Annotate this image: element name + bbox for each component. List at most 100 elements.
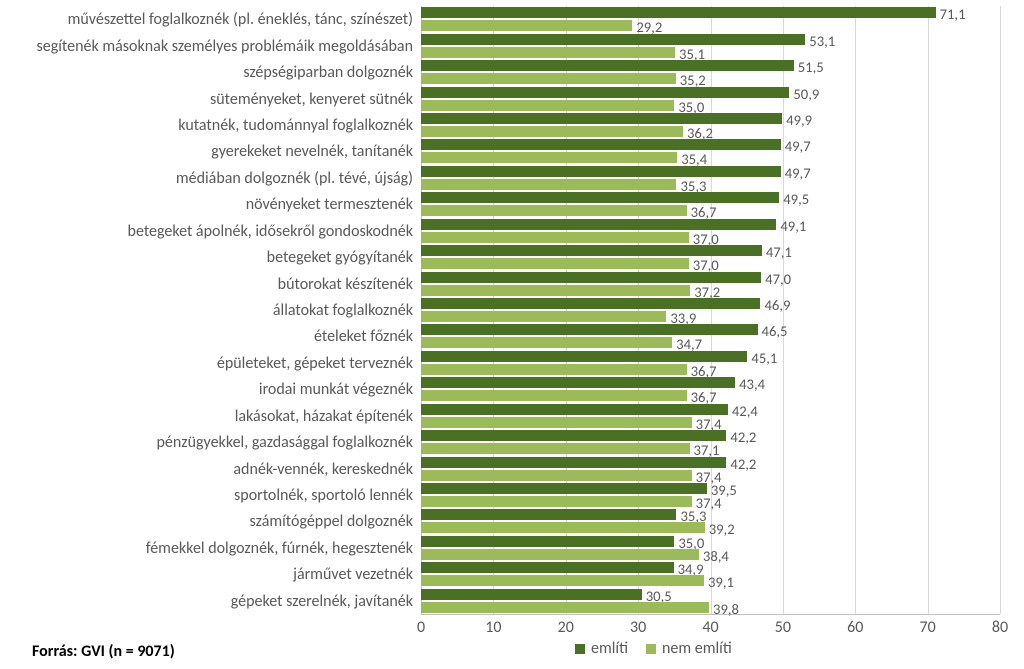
gridline	[928, 6, 929, 614]
gridline	[855, 6, 856, 614]
bar-value-label: 39,8	[713, 600, 739, 618]
category-label: betegeket ápolnék, idősekről gondoskodné…	[128, 222, 413, 241]
x-tick-label: 80	[992, 618, 1008, 637]
bar-mentions	[421, 298, 760, 309]
bar-mentions	[421, 509, 676, 520]
bar-mentions	[421, 113, 782, 124]
category-label: gyerekeket nevelnék, tanítanék	[211, 142, 413, 161]
bar-value-label: 38,4	[703, 547, 729, 565]
category-label: bútorokat készítenék	[278, 275, 413, 294]
bar-value-label: 46,5	[762, 322, 788, 340]
bar-not-mentions	[421, 417, 692, 428]
bar-mentions	[421, 483, 707, 494]
category-label: épületeket, gépeket terveznék	[217, 354, 413, 373]
bar-mentions	[421, 139, 781, 150]
bar-mentions	[421, 430, 726, 441]
bar-value-label: 50,9	[793, 85, 819, 103]
bar-not-mentions	[421, 575, 704, 586]
bar-not-mentions	[421, 73, 676, 84]
bar-not-mentions	[421, 549, 699, 560]
grouped-horizontal-bar-chart: 01020304050607080művészettel foglalkozné…	[0, 0, 1024, 669]
bar-value-label: 49,1	[780, 217, 806, 235]
category-label: segítenék másoknak személyes problémáik …	[37, 37, 414, 56]
category-label: művészettel foglalkoznék (pl. éneklés, t…	[68, 10, 413, 29]
category-label: járművet vezetnék	[293, 565, 413, 584]
category-label: szépségiparban dolgoznék	[243, 63, 413, 82]
legend: említi nem említi	[575, 639, 732, 658]
x-tick-label: 70	[920, 618, 936, 637]
x-axis-line	[421, 614, 1000, 615]
category-label: állatokat foglalkoznék	[273, 301, 413, 320]
bar-not-mentions	[421, 311, 666, 322]
bar-mentions	[421, 34, 805, 45]
bar-not-mentions	[421, 470, 692, 481]
bar-value-label: 49,7	[785, 164, 811, 182]
x-tick-label: 10	[485, 618, 501, 637]
bar-mentions	[421, 324, 758, 335]
bar-not-mentions	[421, 285, 690, 296]
bar-value-label: 47,1	[766, 243, 792, 261]
bar-mentions	[421, 536, 674, 547]
bar-value-label: 45,1	[751, 349, 777, 367]
category-label: sportolnék, sportoló lennék	[234, 486, 413, 505]
bar-not-mentions	[421, 20, 632, 31]
bar-value-label: 42,2	[730, 428, 756, 446]
bar-mentions	[421, 589, 642, 600]
bar-not-mentions	[421, 126, 683, 137]
category-label: pénzügyekkel, gazdasággal foglalkoznék	[157, 433, 413, 452]
category-label: irodai munkát végeznék	[259, 380, 413, 399]
bar-not-mentions	[421, 364, 687, 375]
bar-mentions	[421, 562, 674, 573]
bar-mentions	[421, 377, 735, 388]
legend-label: említi	[591, 639, 628, 658]
bar-not-mentions	[421, 602, 709, 613]
category-label: növényeket termesztenék	[246, 195, 413, 214]
bar-value-label: 46,9	[764, 296, 790, 314]
bar-not-mentions	[421, 258, 689, 269]
bar-not-mentions	[421, 496, 692, 507]
bar-value-label: 39,1	[708, 573, 734, 591]
bar-mentions	[421, 404, 728, 415]
legend-label: nem említi	[662, 639, 732, 658]
bar-not-mentions	[421, 390, 687, 401]
bar-value-label: 43,4	[739, 375, 765, 393]
source-text: Forrás: GVI (n = 9071)	[32, 642, 175, 661]
bar-not-mentions	[421, 232, 689, 243]
bar-mentions	[421, 245, 762, 256]
x-tick-label: 60	[847, 618, 863, 637]
bar-not-mentions	[421, 205, 687, 216]
legend-swatch	[575, 644, 585, 654]
category-label: gépeket szerelnék, javítanék	[231, 592, 413, 611]
bar-not-mentions	[421, 152, 677, 163]
gridline	[1000, 6, 1001, 614]
x-tick-label: 20	[558, 618, 574, 637]
bar-mentions	[421, 272, 761, 283]
category-label: számítógéppel dolgoznék	[250, 512, 413, 531]
bar-value-label: 51,5	[798, 58, 824, 76]
bar-not-mentions	[421, 179, 676, 190]
x-tick-label: 0	[417, 618, 425, 637]
bar-not-mentions	[421, 47, 675, 58]
bar-mentions	[421, 166, 781, 177]
bar-value-label: 39,2	[709, 520, 735, 538]
bar-mentions	[421, 192, 779, 203]
category-label: betegeket gyógyítanék	[267, 248, 413, 267]
bar-value-label: 42,4	[732, 402, 758, 420]
bar-value-label: 71,1	[940, 5, 966, 23]
bar-mentions	[421, 219, 776, 230]
bar-mentions	[421, 7, 936, 18]
bar-not-mentions	[421, 100, 674, 111]
category-label: kutatnék, tudománnyal foglalkoznék	[178, 116, 413, 135]
bar-not-mentions	[421, 337, 672, 348]
category-label: adnék-vennék, kereskednék	[233, 460, 413, 479]
x-tick-label: 40	[702, 618, 718, 637]
bar-mentions	[421, 60, 794, 71]
category-label: ételeket főznék	[314, 327, 413, 346]
x-tick-label: 30	[630, 618, 646, 637]
bar-mentions	[421, 457, 726, 468]
legend-item: említi	[575, 639, 628, 658]
category-label: süteményeket, kenyeret sütnék	[210, 90, 413, 109]
bar-not-mentions	[421, 522, 705, 533]
bar-mentions	[421, 87, 789, 98]
bar-not-mentions	[421, 443, 690, 454]
